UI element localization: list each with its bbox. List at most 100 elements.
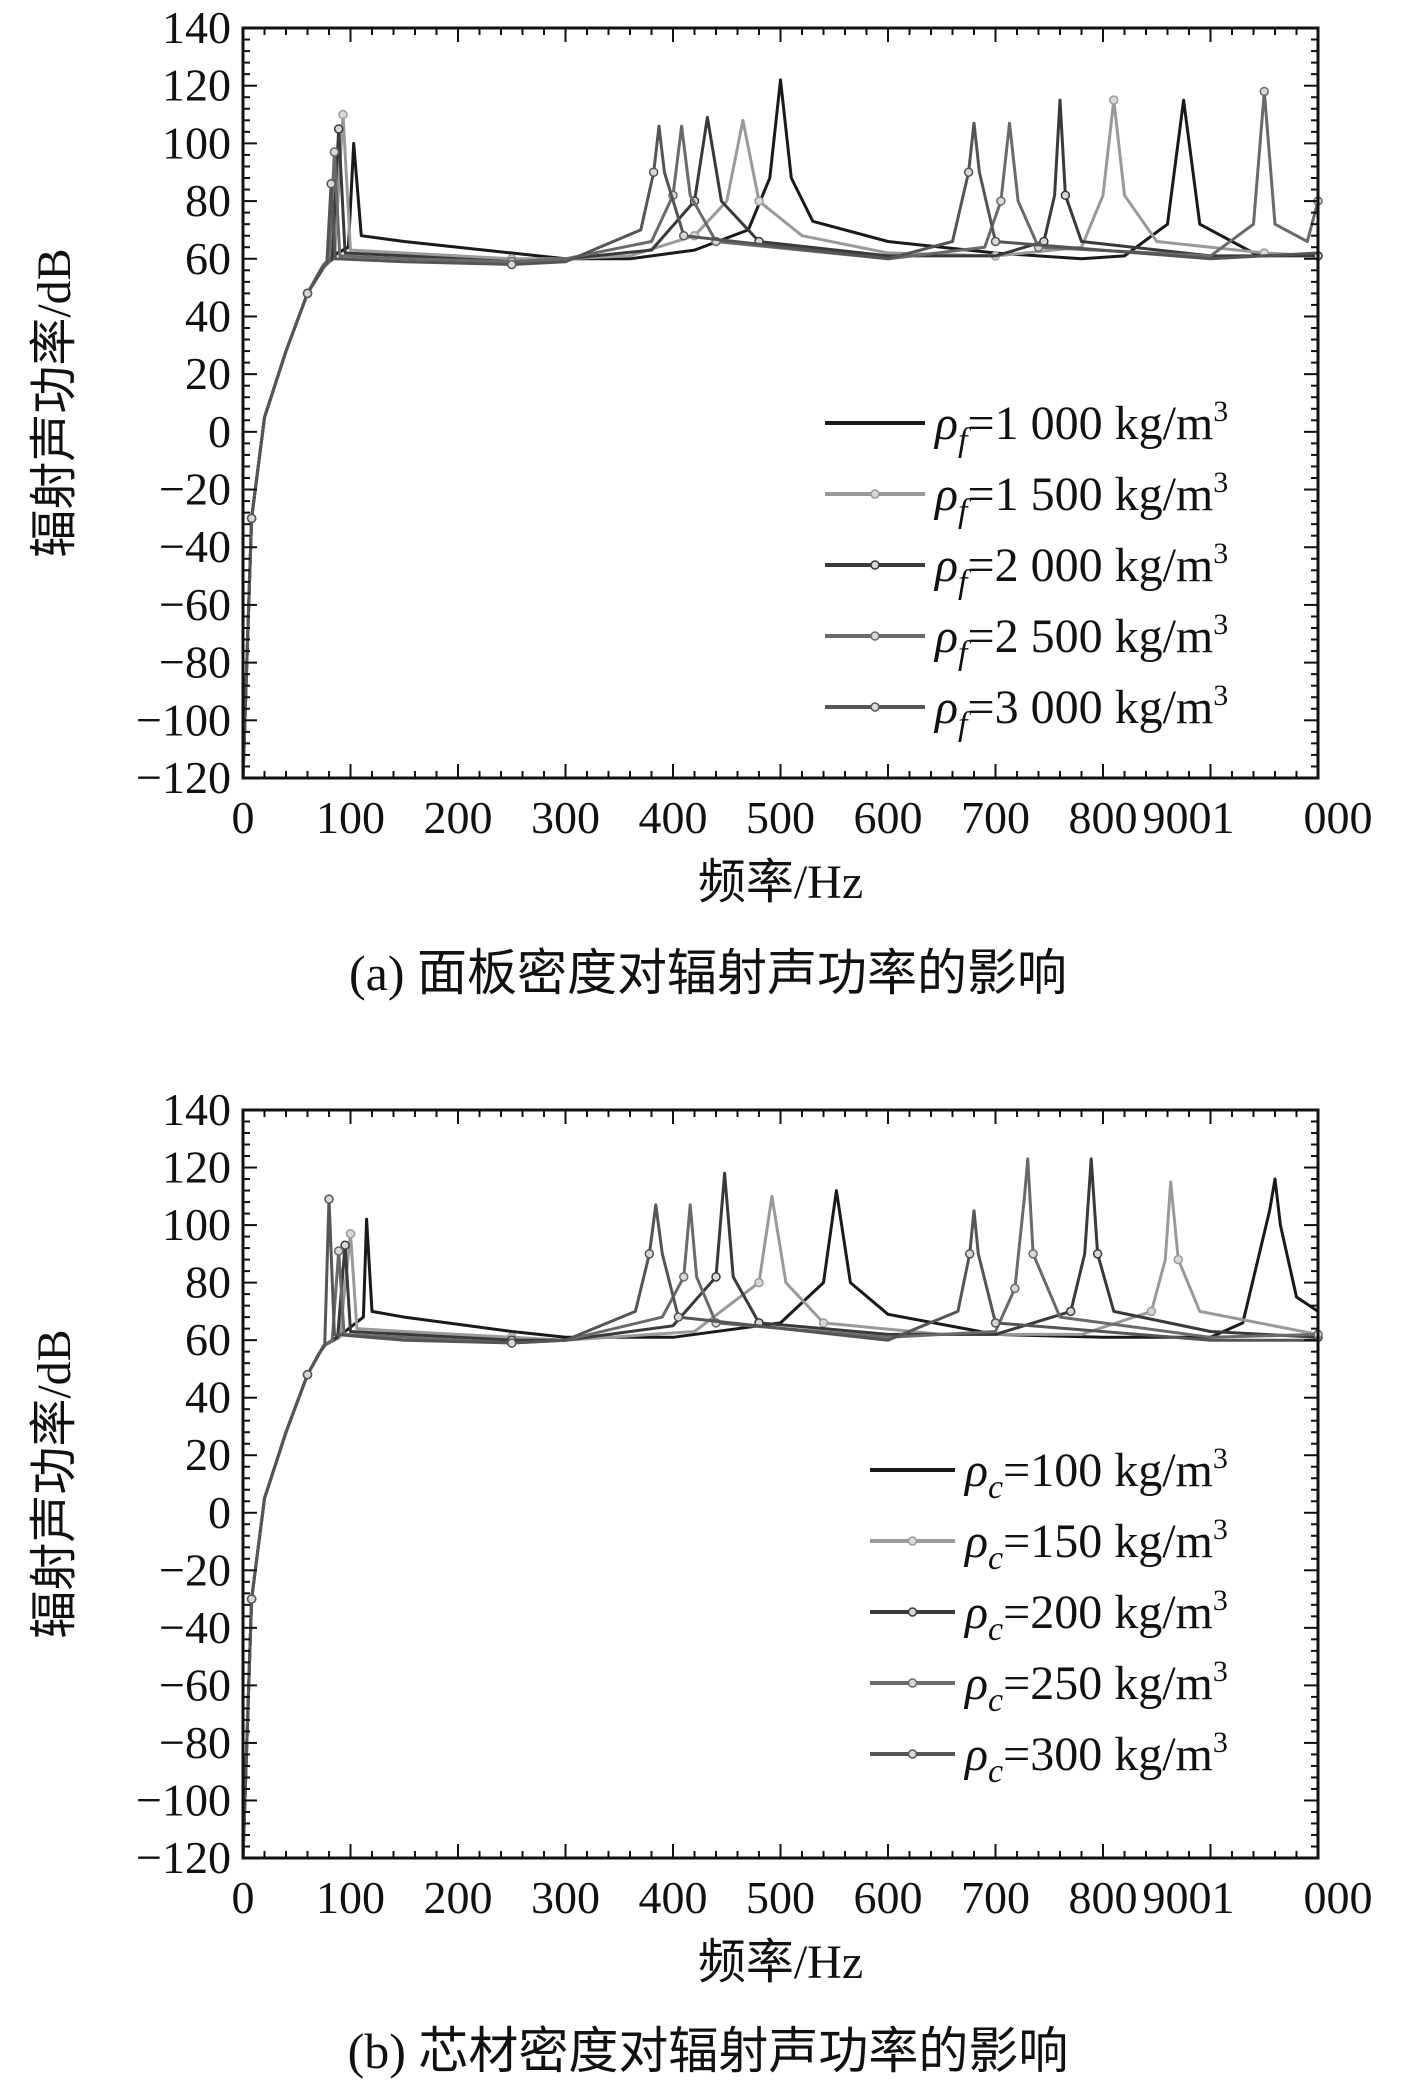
panel-b-series-4-marker xyxy=(1028,1249,1038,1259)
panel-a-x-tick-label: 100 xyxy=(316,792,385,843)
panel-a-x-tick-label: 600 xyxy=(854,792,923,843)
panel-a-y-tick-label: −60 xyxy=(159,579,231,630)
panel-b-series-2-marker xyxy=(1173,1254,1183,1265)
panel-a-series-5-marker xyxy=(648,167,659,177)
panel-a-x-tick-label: 500 xyxy=(746,792,815,843)
panel-b-y-tick-label: −60 xyxy=(159,1659,231,1710)
panel-b-x-tick-label: 500 xyxy=(746,1872,815,1923)
panel-a-series-2-marker xyxy=(338,109,348,120)
panel-a-legend-marker xyxy=(870,631,880,641)
panel-b-legend-label: ρc=150 kg/m3 xyxy=(963,1513,1228,1577)
panel-b-legend-marker xyxy=(907,1749,918,1759)
panel-b-series-5-marker xyxy=(246,1594,257,1604)
panel-a-legend-label: ρf=1 500 kg/m3 xyxy=(933,466,1228,530)
panel-b-x-tick-label: 400 xyxy=(639,1872,708,1923)
panel-a-series-5-line xyxy=(243,121,1318,778)
panel-b-y-tick-label: 60 xyxy=(185,1314,231,1365)
panel-a-legend-marker xyxy=(870,489,880,499)
panel-b-x-tick-label: 100 xyxy=(316,1872,385,1923)
panel-b-series-3-marker xyxy=(711,1272,721,1282)
panel-a-legend-marker xyxy=(870,702,880,712)
panel-b-y-tick-label: 40 xyxy=(185,1372,231,1423)
panel-b-series-5-marker xyxy=(990,1318,1001,1328)
panel-b-y-tick-label: 20 xyxy=(185,1429,231,1480)
panel-b-series-5-marker xyxy=(507,1338,517,1348)
panel-a-y-tick-label: −40 xyxy=(159,521,231,572)
panel-a-x-tick-label: 9001 xyxy=(1143,792,1235,843)
panel-b-x-tick-label: 000 xyxy=(1304,1872,1373,1923)
caption-b: (b) 芯材密度对辐射声功率的影响 xyxy=(348,2023,1069,2079)
panel-b-series-5-marker xyxy=(324,1194,334,1204)
panel-b-x-tick-label: 600 xyxy=(854,1872,923,1923)
panel-b-series-5-marker xyxy=(673,1312,684,1322)
panel-a-x-tick-label: 000 xyxy=(1304,792,1373,843)
panel-a-series-5-marker xyxy=(246,513,257,524)
panel-a-series-5-marker xyxy=(679,230,689,241)
panel-b-x-tick-label: 9001 xyxy=(1143,1872,1235,1923)
panel-a-series-4-marker xyxy=(1259,86,1269,97)
panel-b-series-4-marker xyxy=(333,1246,344,1256)
panel-b-y-tick-label: 140 xyxy=(162,1084,231,1135)
panel-b-x-tick-label: 200 xyxy=(424,1872,493,1923)
panel-b-y-tick-label: 80 xyxy=(185,1257,231,1308)
panel-a-x-tick-label: 300 xyxy=(531,792,600,843)
panel-a-series-2-marker xyxy=(754,196,764,206)
panel-b-y-tick-label: −20 xyxy=(159,1544,231,1595)
panel-b-series-5-marker xyxy=(644,1249,655,1259)
panel-a-y-tick-label: 60 xyxy=(185,233,231,284)
panel-b-legend-label: ρc=300 kg/m3 xyxy=(963,1726,1228,1790)
panel-a-y-tick-label: 80 xyxy=(185,175,231,226)
panel-a-y-tick-label: −120 xyxy=(136,752,231,803)
panel-b-series-5-marker xyxy=(964,1249,975,1259)
panel-a-y-axis-title: 辐射声功率/dB xyxy=(28,248,81,557)
panel-a-y-tick-label: 140 xyxy=(162,2,231,53)
panel-b-legend-label: ρc=100 kg/m3 xyxy=(963,1442,1228,1506)
panel-a-y-tick-label: −20 xyxy=(159,464,231,515)
panel-a-series-5-marker xyxy=(990,236,1001,247)
panel-a-y-tick-label: 100 xyxy=(162,117,231,168)
panel-a-series-5-marker xyxy=(302,288,313,299)
panel-a-x-tick-label: 200 xyxy=(424,792,493,843)
panel-b-legend-label: ρc=250 kg/m3 xyxy=(963,1655,1228,1719)
panel-b-y-axis-title: 辐射声功率/dB xyxy=(28,1329,81,1638)
panel-b-series-3-marker xyxy=(1066,1306,1076,1317)
panel-b-x-tick-label: 800 xyxy=(1069,1872,1138,1923)
panel-a-x-tick-label: 400 xyxy=(639,792,708,843)
panel-a-series-3-marker xyxy=(333,124,344,134)
panel-b-series-2-marker xyxy=(818,1318,829,1328)
panel-b-y-tick-label: 0 xyxy=(208,1487,231,1538)
panel-a-x-tick-label: 700 xyxy=(961,792,1030,843)
panel-b-legend-marker xyxy=(907,1536,918,1546)
panel-a-y-tick-label: −100 xyxy=(136,694,231,745)
panel-a-series-5-marker xyxy=(963,167,974,177)
panel-a-series-5-marker xyxy=(507,259,517,270)
panel-a-y-tick-label: 40 xyxy=(185,290,231,341)
panel-a-series-4-marker xyxy=(329,147,340,157)
panel-b-legend-marker xyxy=(907,1607,918,1617)
panel-b-y-tick-label: 100 xyxy=(162,1199,231,1250)
panel-b-series-3-marker xyxy=(1092,1249,1103,1259)
panel-a-y-tick-label: 120 xyxy=(162,60,231,111)
panel-a-legend-marker xyxy=(870,560,880,570)
panel-a-legend-label: ρf=2 000 kg/m3 xyxy=(933,537,1228,601)
panel-b-legend-marker xyxy=(907,1678,918,1688)
panel-b-y-tick-label: −80 xyxy=(159,1717,231,1768)
panel-a-series-3-marker xyxy=(1060,190,1071,201)
panel-b-x-axis-title: 频率/Hz xyxy=(698,1936,863,1989)
panel-b-series-2-marker xyxy=(1146,1306,1157,1317)
panel-a-y-tick-label: 0 xyxy=(208,406,231,457)
panel-a-series-4-marker xyxy=(996,196,1006,206)
panel-b-y-tick-label: 120 xyxy=(162,1142,231,1193)
panel-a-legend-label: ρf=1 000 kg/m3 xyxy=(933,395,1228,459)
panel-b-series-5-marker xyxy=(302,1369,313,1380)
panel-b-series-4-marker xyxy=(1010,1283,1020,1294)
panel-b-x-tick-label: 300 xyxy=(531,1872,600,1923)
panel-a-x-tick-label: 0 xyxy=(232,792,255,843)
panel-b-y-tick-label: −120 xyxy=(136,1832,231,1883)
panel-b-series-4-marker xyxy=(679,1272,689,1282)
panel-a-y-tick-label: −80 xyxy=(159,637,231,688)
panel-a-y-tick-label: 20 xyxy=(185,348,231,399)
panel-a-legend-label: ρf=2 500 kg/m3 xyxy=(933,608,1228,672)
